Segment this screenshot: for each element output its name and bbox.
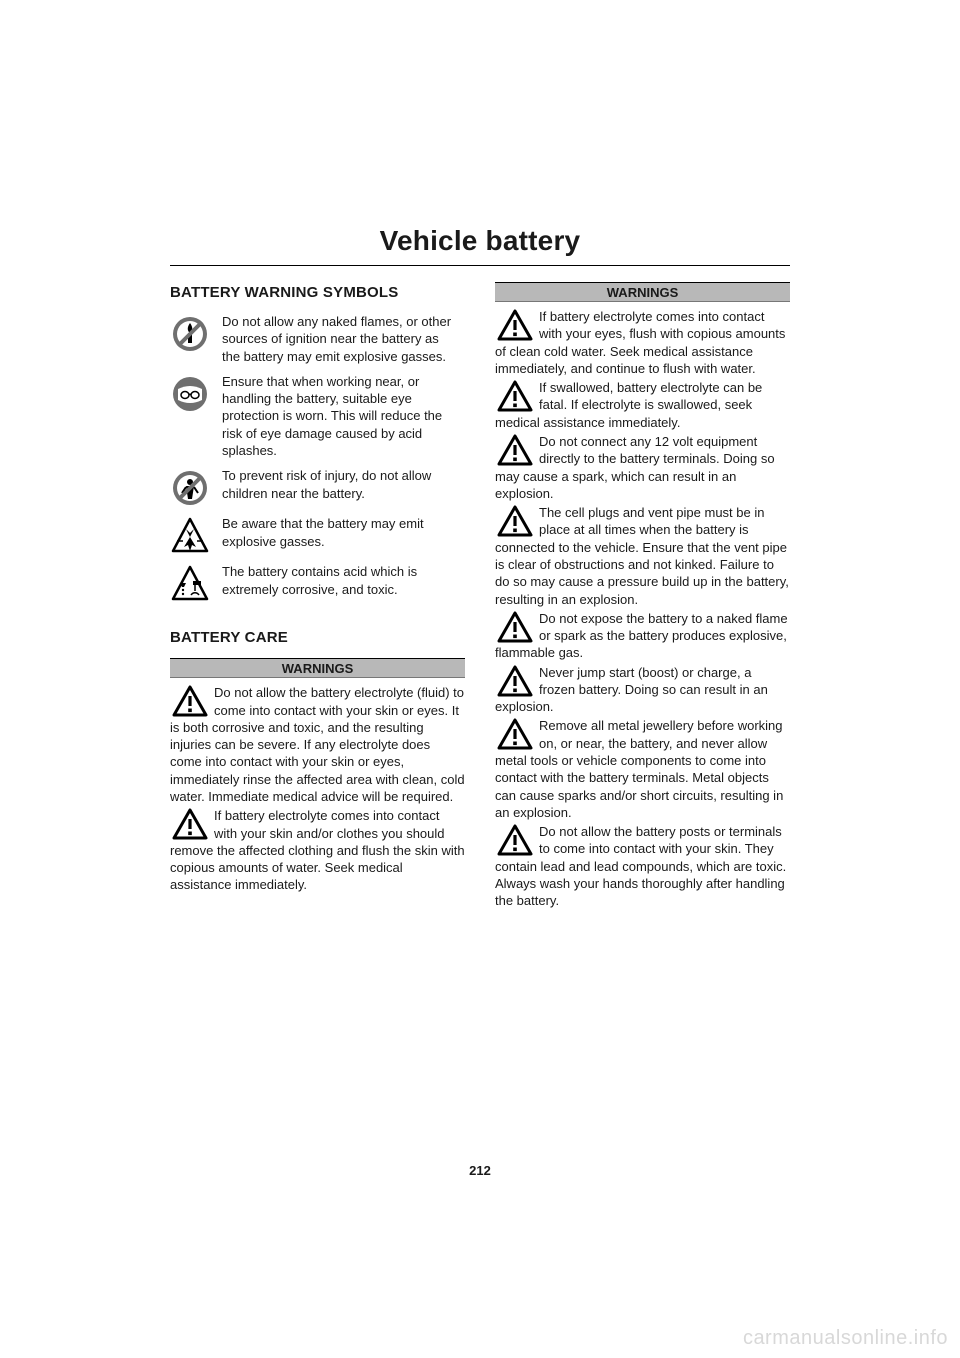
section-heading-care: BATTERY CARE	[170, 629, 465, 646]
symbol-text: The battery contains acid which is extre…	[222, 563, 465, 598]
warnings-header: WARNINGS	[170, 658, 465, 678]
warning-triangle-icon	[495, 433, 535, 467]
page: Vehicle battery BATTERY WARNING SYMBOLS …	[0, 0, 960, 1358]
warning-text: The cell plugs and vent pipe must be in …	[495, 504, 790, 608]
page-number: 212	[170, 1163, 790, 1178]
right-column: WARNINGS If battery electrolyte comes in…	[495, 282, 790, 929]
symbol-row: Ensure that when working near, or handli…	[170, 373, 465, 459]
no-flame-icon	[170, 313, 210, 353]
warning-triangle-icon	[170, 684, 210, 718]
warning-triangle-icon	[495, 504, 535, 538]
warning-triangle-icon	[495, 308, 535, 342]
warning-triangle-icon	[170, 807, 210, 841]
warning-block: If battery electrolyte comes into contac…	[495, 308, 790, 377]
warning-block: Remove all metal jewellery before workin…	[495, 717, 790, 821]
warning-block: Do not connect any 12 volt equipment dir…	[495, 433, 790, 502]
warnings-header: WARNINGS	[495, 282, 790, 302]
warning-text: Never jump start (boost) or charge, a fr…	[495, 664, 790, 716]
document-title: Vehicle battery	[170, 225, 790, 257]
symbol-row: To prevent risk of injury, do not allow …	[170, 467, 465, 507]
warning-text: If battery electrolyte comes into contac…	[495, 308, 790, 377]
warning-triangle-icon	[495, 379, 535, 413]
columns: BATTERY WARNING SYMBOLS Do not allow any…	[170, 282, 790, 929]
symbol-row: The battery contains acid which is extre…	[170, 563, 465, 603]
symbol-row: Do not allow any naked flames, or other …	[170, 313, 465, 365]
warning-text: Remove all metal jewellery before workin…	[495, 717, 790, 821]
warning-text: Do not allow the battery electrolyte (fl…	[170, 684, 465, 805]
warning-text: If swallowed, battery electrolyte can be…	[495, 379, 790, 431]
symbol-text: Do not allow any naked flames, or other …	[222, 313, 465, 365]
warning-triangle-icon	[495, 610, 535, 644]
symbol-row: Be aware that the battery may emit explo…	[170, 515, 465, 555]
warning-block: If swallowed, battery electrolyte can be…	[495, 379, 790, 431]
warning-block: Do not allow the battery electrolyte (fl…	[170, 684, 465, 805]
warning-text: If battery electrolyte comes into contac…	[170, 807, 465, 893]
left-column: BATTERY WARNING SYMBOLS Do not allow any…	[170, 282, 465, 929]
explosion-icon	[170, 515, 210, 555]
warning-triangle-icon	[495, 823, 535, 857]
warning-triangle-icon	[495, 717, 535, 751]
watermark: carmanualsonline.info	[743, 1327, 948, 1350]
corrosive-icon	[170, 563, 210, 603]
title-rule	[170, 265, 790, 266]
warning-block: Do not allow the battery posts or termin…	[495, 823, 790, 909]
symbol-text: Ensure that when working near, or handli…	[222, 373, 465, 459]
warning-text: Do not connect any 12 volt equipment dir…	[495, 433, 790, 502]
no-children-icon	[170, 467, 210, 507]
warning-block: Do not expose the battery to a naked fla…	[495, 610, 790, 662]
warning-triangle-icon	[495, 664, 535, 698]
warning-text: Do not allow the battery posts or termin…	[495, 823, 790, 909]
warning-block: The cell plugs and vent pipe must be in …	[495, 504, 790, 608]
symbol-text: Be aware that the battery may emit explo…	[222, 515, 465, 550]
warning-block: Never jump start (boost) or charge, a fr…	[495, 664, 790, 716]
section-heading-symbols: BATTERY WARNING SYMBOLS	[170, 284, 465, 301]
warning-text: Do not expose the battery to a naked fla…	[495, 610, 790, 662]
eye-protection-icon	[170, 373, 210, 413]
warning-block: If battery electrolyte comes into contac…	[170, 807, 465, 893]
symbol-text: To prevent risk of injury, do not allow …	[222, 467, 465, 502]
